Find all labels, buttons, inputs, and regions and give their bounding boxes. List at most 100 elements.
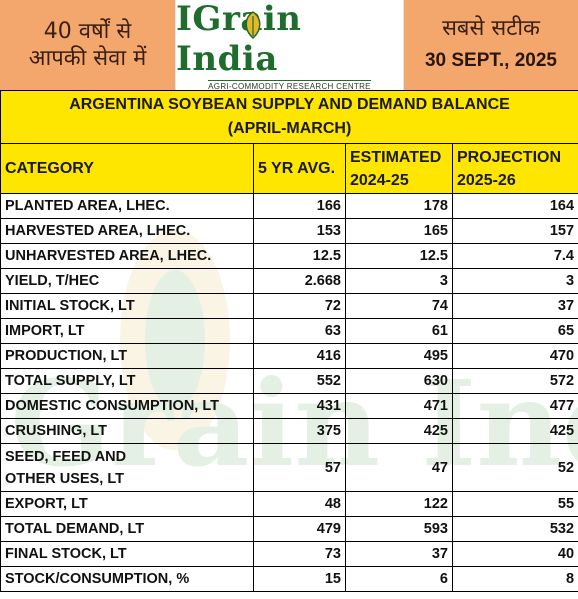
row-5yr-avg: 12.5 xyxy=(253,243,346,269)
table-row: DOMESTIC CONSUMPTION, LT 431 471 477 xyxy=(0,393,578,419)
row-category: FINAL STOCK, LT xyxy=(0,541,254,567)
row-5yr-avg: 552 xyxy=(253,368,346,394)
row-5yr-avg: 166 xyxy=(253,193,346,219)
column-header-projection: PROJECTION 2025-26 xyxy=(451,143,578,194)
column-header-projection-line-2: 2025-26 xyxy=(457,171,516,189)
column-header-projection-line-1: PROJECTION xyxy=(457,148,562,166)
row-category: SEED, FEED AND OTHER USES, LT xyxy=(0,443,254,492)
row-category: DOMESTIC CONSUMPTION, LT xyxy=(0,393,254,419)
table-row: INITIAL STOCK, LT 72 74 37 xyxy=(0,293,578,319)
row-5yr-avg: 479 xyxy=(253,516,346,542)
table-row: PLANTED AREA, LHEC. 166 178 164 xyxy=(0,193,578,219)
table-row: SEED, FEED AND OTHER USES, LT 57 47 52 xyxy=(0,443,578,492)
table-row: CRUSHING, LT 375 425 425 xyxy=(0,418,578,444)
brand-logo: IGrain India AGRI-COMMODITY RESEARCH CEN… xyxy=(176,0,403,91)
row-projection: 3 xyxy=(451,268,578,294)
row-projection: 8 xyxy=(451,566,578,592)
tagline-line-2: आपकी सेवा में xyxy=(28,46,147,71)
column-header-row: CATEGORY 5 YR AVG. ESTIMATED 2024-25 PRO… xyxy=(0,143,578,194)
row-5yr-avg: 15 xyxy=(253,566,346,592)
brand-tagline: AGRI-COMMODITY RESEARCH CENTRE xyxy=(208,80,371,91)
row-projection: 164 xyxy=(451,193,578,219)
table-title: ARGENTINA SOYBEAN SUPPLY AND DEMAND BALA… xyxy=(0,90,578,144)
table-row: FINAL STOCK, LT 73 37 40 xyxy=(0,541,578,567)
row-estimated: 495 xyxy=(345,343,453,369)
table-row: STOCK/CONSUMPTION, % 15 6 8 xyxy=(0,566,578,592)
row-projection: 37 xyxy=(451,293,578,319)
column-header-category: CATEGORY xyxy=(0,143,254,194)
row-category-line-1: SEED, FEED AND xyxy=(5,448,127,465)
row-5yr-avg: 72 xyxy=(253,293,346,319)
row-category: EXPORT, LT xyxy=(0,491,254,517)
row-5yr-avg: 57 xyxy=(253,443,346,492)
row-5yr-avg: 48 xyxy=(253,491,346,517)
row-category: TOTAL DEMAND, LT xyxy=(0,516,254,542)
row-5yr-avg: 431 xyxy=(253,393,346,419)
table-title-row: ARGENTINA SOYBEAN SUPPLY AND DEMAND BALA… xyxy=(0,90,578,144)
row-estimated: 122 xyxy=(345,491,453,517)
column-header-estimated-line-1: ESTIMATED xyxy=(350,148,442,166)
row-projection: 470 xyxy=(451,343,578,369)
table-row: TOTAL DEMAND, LT 479 593 532 xyxy=(0,516,578,542)
row-5yr-avg: 2.668 xyxy=(253,268,346,294)
table-row: HARVESTED AREA, LHEC. 153 165 157 xyxy=(0,218,578,244)
accuracy-tagline: सबसे सटीक xyxy=(442,16,540,41)
brand-name: IGrain India xyxy=(176,0,302,79)
row-category: CRUSHING, LT xyxy=(0,418,254,444)
row-category: STOCK/CONSUMPTION, % xyxy=(0,566,254,592)
column-header-estimated: ESTIMATED 2024-25 xyxy=(345,143,453,194)
row-projection: 532 xyxy=(451,516,578,542)
table-row: PRODUCTION, LT 416 495 470 xyxy=(0,343,578,369)
row-estimated: 593 xyxy=(345,516,453,542)
tagline-line-1: 40 वर्षों से xyxy=(43,19,132,44)
row-category: INITIAL STOCK, LT xyxy=(0,293,254,319)
row-category-line-2: OTHER USES, LT xyxy=(5,470,124,487)
column-header-5yr-avg: 5 YR AVG. xyxy=(253,143,346,194)
row-category: PRODUCTION, LT xyxy=(0,343,254,369)
table-row: EXPORT, LT 48 122 55 xyxy=(0,491,578,517)
report-date: 30 SEPT., 2025 xyxy=(424,50,558,71)
row-5yr-avg: 416 xyxy=(253,343,346,369)
row-category: IMPORT, LT xyxy=(0,318,254,344)
table-row: TOTAL SUPPLY, LT 552 630 572 xyxy=(0,368,578,394)
row-projection: 52 xyxy=(451,443,578,492)
row-estimated: 630 xyxy=(345,368,453,394)
row-5yr-avg: 73 xyxy=(253,541,346,567)
row-estimated: 12.5 xyxy=(345,243,453,269)
table-row: YIELD, T/HEC 2.668 3 3 xyxy=(0,268,578,294)
row-estimated: 74 xyxy=(345,293,453,319)
table-row: UNHARVESTED AREA, LHEC. 12.5 12.5 7.4 xyxy=(0,243,578,269)
row-projection: 425 xyxy=(451,418,578,444)
row-estimated: 3 xyxy=(345,268,453,294)
row-5yr-avg: 375 xyxy=(253,418,346,444)
row-estimated: 6 xyxy=(345,566,453,592)
tagline-box-right: सबसे सटीक 30 SEPT., 2025 xyxy=(403,0,578,90)
row-5yr-avg: 63 xyxy=(253,318,346,344)
row-estimated: 178 xyxy=(345,193,453,219)
row-projection: 477 xyxy=(451,393,578,419)
row-estimated: 425 xyxy=(345,418,453,444)
grain-leaf-icon xyxy=(245,11,261,40)
table-title-line-1: ARGENTINA SOYBEAN SUPPLY AND DEMAND BALA… xyxy=(69,96,510,113)
row-estimated: 471 xyxy=(345,393,453,419)
row-category: HARVESTED AREA, LHEC. xyxy=(0,218,254,244)
row-estimated: 37 xyxy=(345,541,453,567)
row-estimated: 47 xyxy=(345,443,453,492)
row-category: TOTAL SUPPLY, LT xyxy=(0,368,254,394)
row-category: PLANTED AREA, LHEC. xyxy=(0,193,254,219)
table-title-line-2: (APRIL-MARCH) xyxy=(227,120,352,137)
row-estimated: 61 xyxy=(345,318,453,344)
header-band: 40 वर्षों से आपकी सेवा में IGrain India … xyxy=(0,0,578,91)
row-projection: 572 xyxy=(451,368,578,394)
table-row: IMPORT, LT 63 61 65 xyxy=(0,318,578,344)
row-projection: 65 xyxy=(451,318,578,344)
row-projection: 55 xyxy=(451,491,578,517)
row-projection: 157 xyxy=(451,218,578,244)
row-projection: 7.4 xyxy=(451,243,578,269)
supply-demand-table: ARGENTINA SOYBEAN SUPPLY AND DEMAND BALA… xyxy=(0,90,578,592)
row-5yr-avg: 153 xyxy=(253,218,346,244)
row-estimated: 165 xyxy=(345,218,453,244)
column-header-estimated-line-2: 2024-25 xyxy=(350,171,409,189)
row-category: UNHARVESTED AREA, LHEC. xyxy=(0,243,254,269)
